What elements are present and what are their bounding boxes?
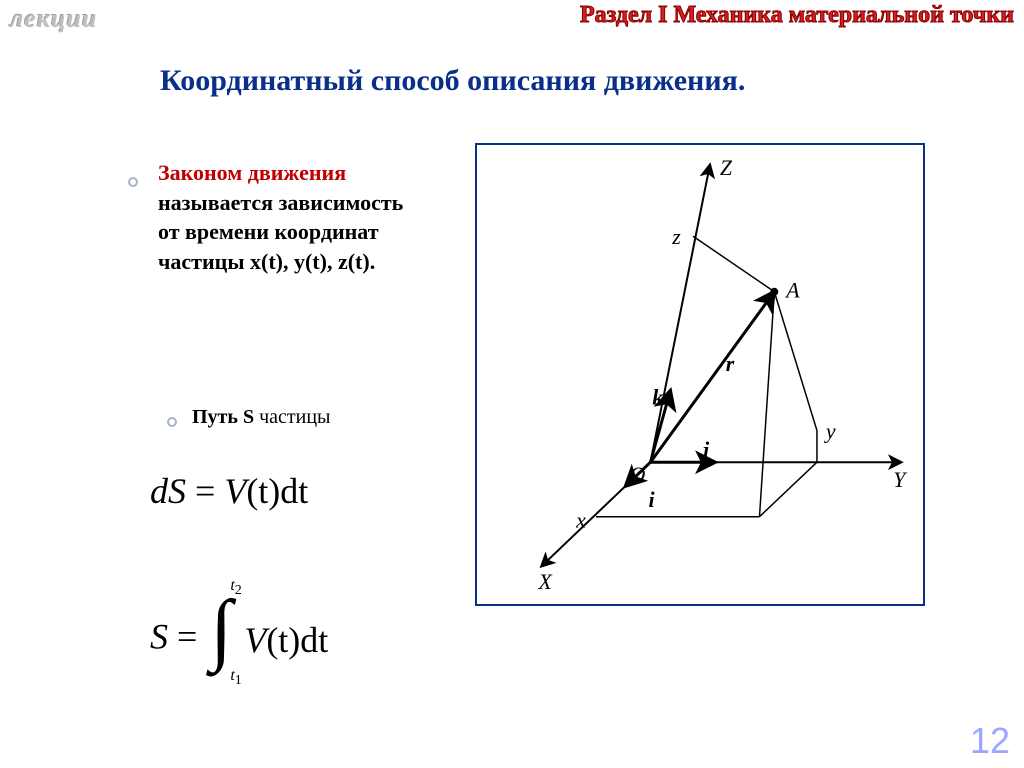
equation-differential: dS = V(t)dt [150,470,308,512]
label-Z: Z [720,156,733,180]
eq-lhs: S [150,616,168,656]
subhead-symbol: S [243,406,254,428]
eq-equals: = [186,471,224,511]
label-xc: x [575,509,586,533]
label-X: X [537,570,553,594]
eq-args: (t)dt [266,620,328,660]
header-left-watermark: лекции [10,4,97,34]
eq-equals: = [168,616,206,656]
axis-z [650,165,709,462]
bullet-icon [128,177,138,187]
eq-v: V [244,620,266,660]
label-O: O [630,463,646,487]
label-Y: Y [893,468,908,492]
header-section-title: Раздел I Механика материальной точки [580,2,1014,29]
label-zc: z [671,225,681,249]
integral-sign: ∫ t2 t1 [208,595,242,685]
label-A: A [784,279,800,303]
eq-v: V [224,471,246,511]
definition-term: Законом движения [158,160,346,185]
label-r: r [726,352,735,376]
vector-r [650,292,774,462]
definition-paragraph: Законом движения называется зависимость … [158,158,418,277]
eq-args: (t)dt [246,471,308,511]
subhead-prefix: Путь [192,406,243,428]
path-subheading: Путь S частицы [192,406,331,429]
page-number: 12 [970,720,1010,762]
subhead-suffix: частицы [254,406,330,428]
label-j: j [700,438,710,462]
point-a [770,288,778,296]
label-k: k [652,386,663,410]
bullet-icon [167,417,177,427]
label-yc: y [824,419,836,443]
equation-integral: S = ∫ t2 t1 V(t)dt [150,595,328,685]
coordinate-diagram: Z Y X z y x O A r k j i [475,143,925,606]
definition-body: называется зависимость от времени коорди… [158,190,403,274]
eq-lhs: dS [150,471,186,511]
label-i: i [648,488,654,512]
slide-title: Координатный способ описания движения. [160,64,745,98]
